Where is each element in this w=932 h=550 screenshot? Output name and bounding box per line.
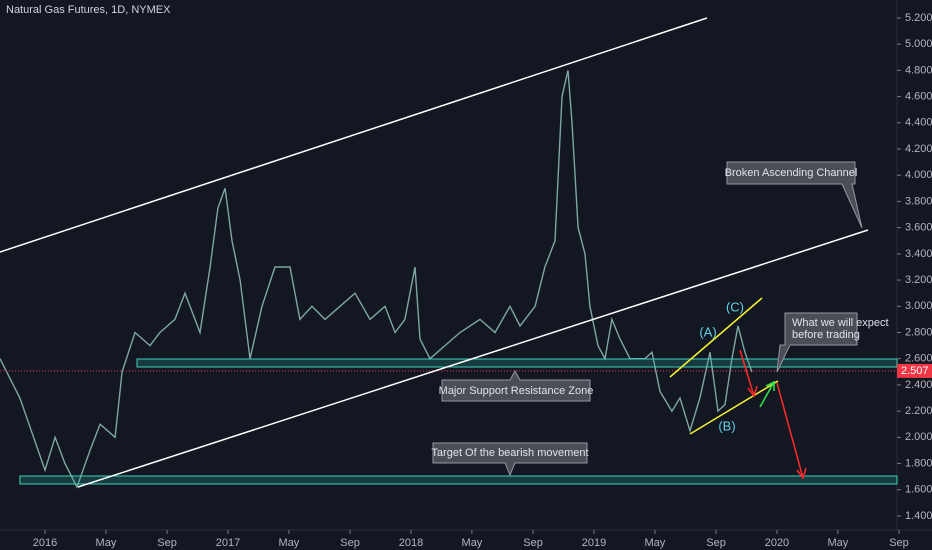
wave-label: (C)	[726, 299, 744, 314]
x-tick-label: Sep	[157, 537, 177, 549]
arrow-down-long	[776, 382, 807, 480]
callout-text: What we will expect	[792, 317, 889, 329]
support-zone	[136, 358, 898, 368]
y-tick-label: 5.200	[905, 12, 932, 24]
last-price-box	[897, 363, 932, 378]
y-tick-label: 4.600	[905, 90, 932, 102]
y-tick-label: 3.000	[905, 300, 932, 312]
x-tick-label: Sep	[340, 537, 360, 549]
last-price-label: 2.507	[901, 365, 929, 377]
y-tick-label: 2.600	[905, 353, 932, 365]
y-tick-label: 3.800	[905, 195, 932, 207]
callout-text: before trading	[792, 329, 860, 341]
x-tick-label: 2020	[765, 537, 789, 549]
chart-title: Natural Gas Futures, 1D, NYMEX	[6, 4, 171, 16]
arrow-up	[759, 380, 775, 408]
callout-box	[776, 312, 858, 373]
wave-label: (B)	[718, 418, 735, 433]
y-tick-label: 4.800	[905, 64, 932, 76]
x-tick-label: 2017	[216, 537, 240, 549]
x-tick-label: Sep	[706, 537, 726, 549]
x-tick-label: May	[462, 537, 483, 549]
x-tick-label: 2019	[582, 537, 606, 549]
y-tick-label: 3.400	[905, 248, 932, 260]
x-tick-label: Sep	[523, 537, 543, 549]
callout-text: Broken Ascending Channel	[725, 167, 858, 179]
y-tick-label: 1.800	[905, 457, 932, 469]
wedge-upper	[669, 297, 763, 378]
x-tick-label: May	[645, 537, 666, 549]
channel-upper	[0, 17, 708, 253]
channel-lower	[77, 229, 869, 488]
callout-box	[432, 442, 588, 477]
wave-label: (A)	[699, 324, 716, 339]
y-tick-label: 4.400	[905, 117, 932, 129]
wedge-lower	[689, 380, 779, 435]
target-zone	[19, 475, 898, 485]
y-tick-label: 1.600	[905, 484, 932, 496]
y-tick-label: 1.400	[905, 510, 932, 522]
y-tick-label: 4.200	[905, 143, 932, 155]
callout-box	[441, 369, 591, 402]
x-tick-label: May	[96, 537, 117, 549]
callout-text: Target Of the bearish movement	[431, 447, 588, 459]
x-tick-label: May	[279, 537, 300, 549]
y-tick-label: 2.800	[905, 326, 932, 338]
x-tick-label: 2016	[33, 537, 57, 549]
y-tick-label: 4.000	[905, 169, 932, 181]
arrow-down-short	[739, 349, 758, 398]
callout-text: Major Support Resistance Zone	[439, 385, 594, 397]
y-tick-label: 3.200	[905, 274, 932, 286]
plot-area	[0, 70, 897, 489]
x-tick-label: Sep	[889, 537, 909, 549]
drawings: Broken Ascending Channel What we will ex…	[0, 17, 898, 488]
y-tick-label: 2.200	[905, 405, 932, 417]
callout-box	[726, 161, 863, 229]
y-tick-label: 2.000	[905, 431, 932, 443]
x-tick-label: 2018	[399, 537, 423, 549]
price-line	[0, 70, 753, 489]
y-tick-label: 3.600	[905, 222, 932, 234]
y-tick-label: 2.400	[905, 379, 932, 391]
x-tick-label: May	[828, 537, 849, 549]
y-tick-label: 5.000	[905, 38, 932, 50]
